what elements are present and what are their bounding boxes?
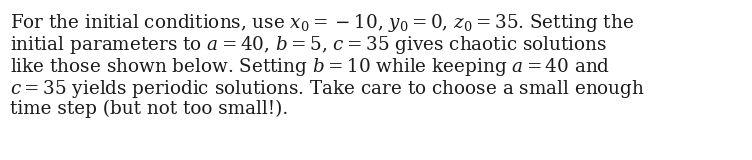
Text: initial parameters to $a = 40$, $b = 5$, $c = 35$ gives chaotic solutions: initial parameters to $a = 40$, $b = 5$,… xyxy=(10,34,607,56)
Text: time step (but not too small!).: time step (but not too small!). xyxy=(10,100,288,118)
Text: $c = 35$ yields periodic solutions. Take care to choose a small enough: $c = 35$ yields periodic solutions. Take… xyxy=(10,78,645,100)
Text: like those shown below. Setting $b = 10$ while keeping $a = 40$ and: like those shown below. Setting $b = 10$… xyxy=(10,56,610,78)
Text: For the initial conditions, use $x_0 = -10$, $y_0 = 0$, $z_0 = 35$. Setting the: For the initial conditions, use $x_0 = -… xyxy=(10,12,634,34)
